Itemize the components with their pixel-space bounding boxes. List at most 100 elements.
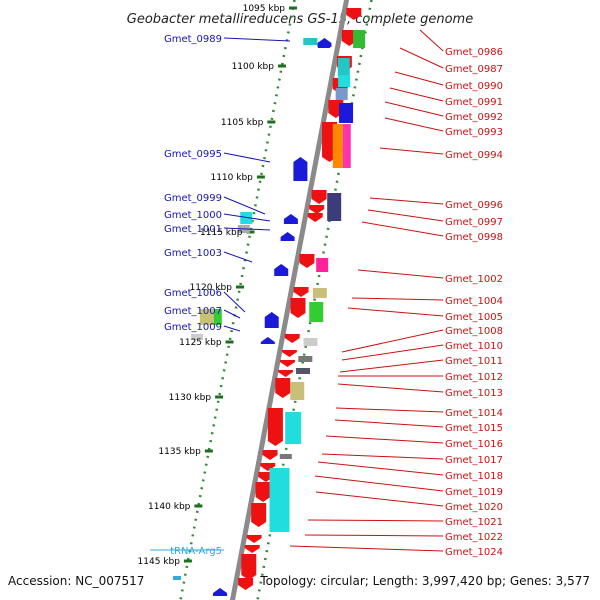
gene-feature-box xyxy=(296,368,311,374)
forward-gene-arrow xyxy=(311,190,327,204)
leader-line xyxy=(341,344,444,361)
gene-feature-box xyxy=(173,576,182,580)
gene-label-right: Gmet_0994 xyxy=(445,150,503,161)
forward-gene-arrow xyxy=(284,334,300,343)
trna-label: tRNA-Arg5 xyxy=(170,546,222,557)
gene-label-right: Gmet_1022 xyxy=(445,532,503,543)
leader-line xyxy=(394,71,444,86)
reverse-gene-arrow xyxy=(260,337,275,344)
label-layer: 1095 kbp 1100 kbp 1105 kbp 1110 kbp 1115 kbp… xyxy=(138,4,503,567)
leader-line xyxy=(223,152,271,163)
leader-line xyxy=(361,221,444,237)
gene-feature-box xyxy=(290,382,305,400)
gene-label-right: Gmet_0987 xyxy=(445,64,503,75)
forward-gene-arrow xyxy=(293,287,309,297)
gene-label-left: Gmet_1007 xyxy=(164,306,222,317)
gene-label-left: Gmet_1006 xyxy=(164,288,222,299)
gene-feature-box xyxy=(191,334,204,340)
forward-gene-arrow xyxy=(346,8,362,20)
tick-label: 1100 kbp xyxy=(232,62,275,72)
gene-label-left: Gmet_0989 xyxy=(164,34,222,45)
map-title: Geobacter metallireducens GS-15, complet… xyxy=(127,12,473,27)
gene-label-right: Gmet_1011 xyxy=(445,356,503,367)
leader-line xyxy=(357,269,444,279)
gene-label-right: Gmet_0986 xyxy=(445,47,503,58)
gene-feature-box xyxy=(303,38,318,45)
gene-label-left: Gmet_1009 xyxy=(164,322,222,333)
leader-line xyxy=(337,383,444,393)
gene-label-right: Gmet_1010 xyxy=(445,341,503,352)
forward-gene-arrow xyxy=(307,213,323,222)
gene-feature-box xyxy=(335,88,348,100)
forward-gene-arrow xyxy=(341,30,357,46)
gene-feature-box xyxy=(240,212,253,224)
gene-label-right: Gmet_0992 xyxy=(445,112,503,123)
leader-line xyxy=(369,197,444,205)
forward-gene-arrow xyxy=(281,350,297,357)
gene-label-right: Gmet_1021 xyxy=(445,517,503,528)
forward-gene-arrow xyxy=(267,408,283,446)
leader-line xyxy=(321,453,444,460)
reverse-gene-arrow xyxy=(274,264,289,276)
gene-feature-box xyxy=(339,103,354,123)
leader-line xyxy=(351,297,444,301)
gene-label-right: Gmet_1017 xyxy=(445,455,503,466)
leader-line xyxy=(223,227,271,231)
track-layer xyxy=(179,0,373,600)
leader-line xyxy=(419,29,444,52)
leader-line xyxy=(223,251,253,263)
gene-feature-box xyxy=(312,288,327,298)
gene-label-right: Gmet_1018 xyxy=(445,471,503,482)
forward-gene-arrow xyxy=(290,298,306,318)
forward-gene-arrow xyxy=(241,554,257,580)
tick-label: 1120 kbp xyxy=(190,283,233,293)
gene-feature-box xyxy=(338,75,351,87)
gene-feature-box xyxy=(309,302,324,322)
leader-line xyxy=(223,213,271,222)
leader-line xyxy=(384,117,444,132)
gene-feature-box xyxy=(327,193,342,221)
leader-line xyxy=(304,534,444,537)
reverse-gene-arrow xyxy=(280,232,295,241)
leader-line xyxy=(347,307,444,317)
leader-line xyxy=(334,419,444,428)
leader-line xyxy=(379,147,444,155)
leader-line xyxy=(341,329,444,353)
gene-label-right: Gmet_1013 xyxy=(445,388,503,399)
forward-gene-arrow xyxy=(251,503,267,527)
reverse-gene-arrow xyxy=(264,312,279,328)
gene-label-right: Gmet_1020 xyxy=(445,502,503,513)
gene-label-right: Gmet_1002 xyxy=(445,274,503,285)
gene-label-right: Gmet_1016 xyxy=(445,439,503,450)
tick-label: 1115 kbp xyxy=(200,228,243,238)
leader-line xyxy=(223,309,241,319)
gene-label-right: Gmet_0991 xyxy=(445,97,503,108)
forward-gene-arrow xyxy=(309,205,325,214)
leader-line xyxy=(317,461,444,476)
forward-gene-arrow xyxy=(275,378,291,398)
gene-feature-box xyxy=(353,30,366,48)
gene-feature-box xyxy=(303,338,318,346)
gene-label-left: Gmet_1000 xyxy=(164,210,222,221)
gene-feature-box xyxy=(316,258,329,272)
forward-gene-arrow xyxy=(279,360,295,367)
forward-gene-arrow xyxy=(244,545,260,553)
gene-label-right: Gmet_1005 xyxy=(445,312,503,323)
leader-line xyxy=(289,545,444,552)
leader-line xyxy=(325,435,444,444)
topology-text: Topology: circular; Length: 3,997,420 bp… xyxy=(259,574,590,588)
tick-label: 1125 kbp xyxy=(179,338,222,348)
feature-layer xyxy=(173,8,366,596)
leader-line xyxy=(335,407,444,413)
gene-feature-box xyxy=(199,309,214,325)
leader-line xyxy=(223,37,291,42)
forward-gene-arrow xyxy=(255,482,271,502)
gene-label-left: Gmet_0999 xyxy=(164,193,222,204)
gene-label-right: Gmet_1015 xyxy=(445,423,503,434)
leader-line xyxy=(389,87,444,102)
leader-line xyxy=(384,101,444,117)
gene-label-left: Gmet_1001 xyxy=(164,224,222,235)
tick-label: 1105 kbp xyxy=(221,118,264,128)
forward-gene-arrow xyxy=(299,254,315,268)
